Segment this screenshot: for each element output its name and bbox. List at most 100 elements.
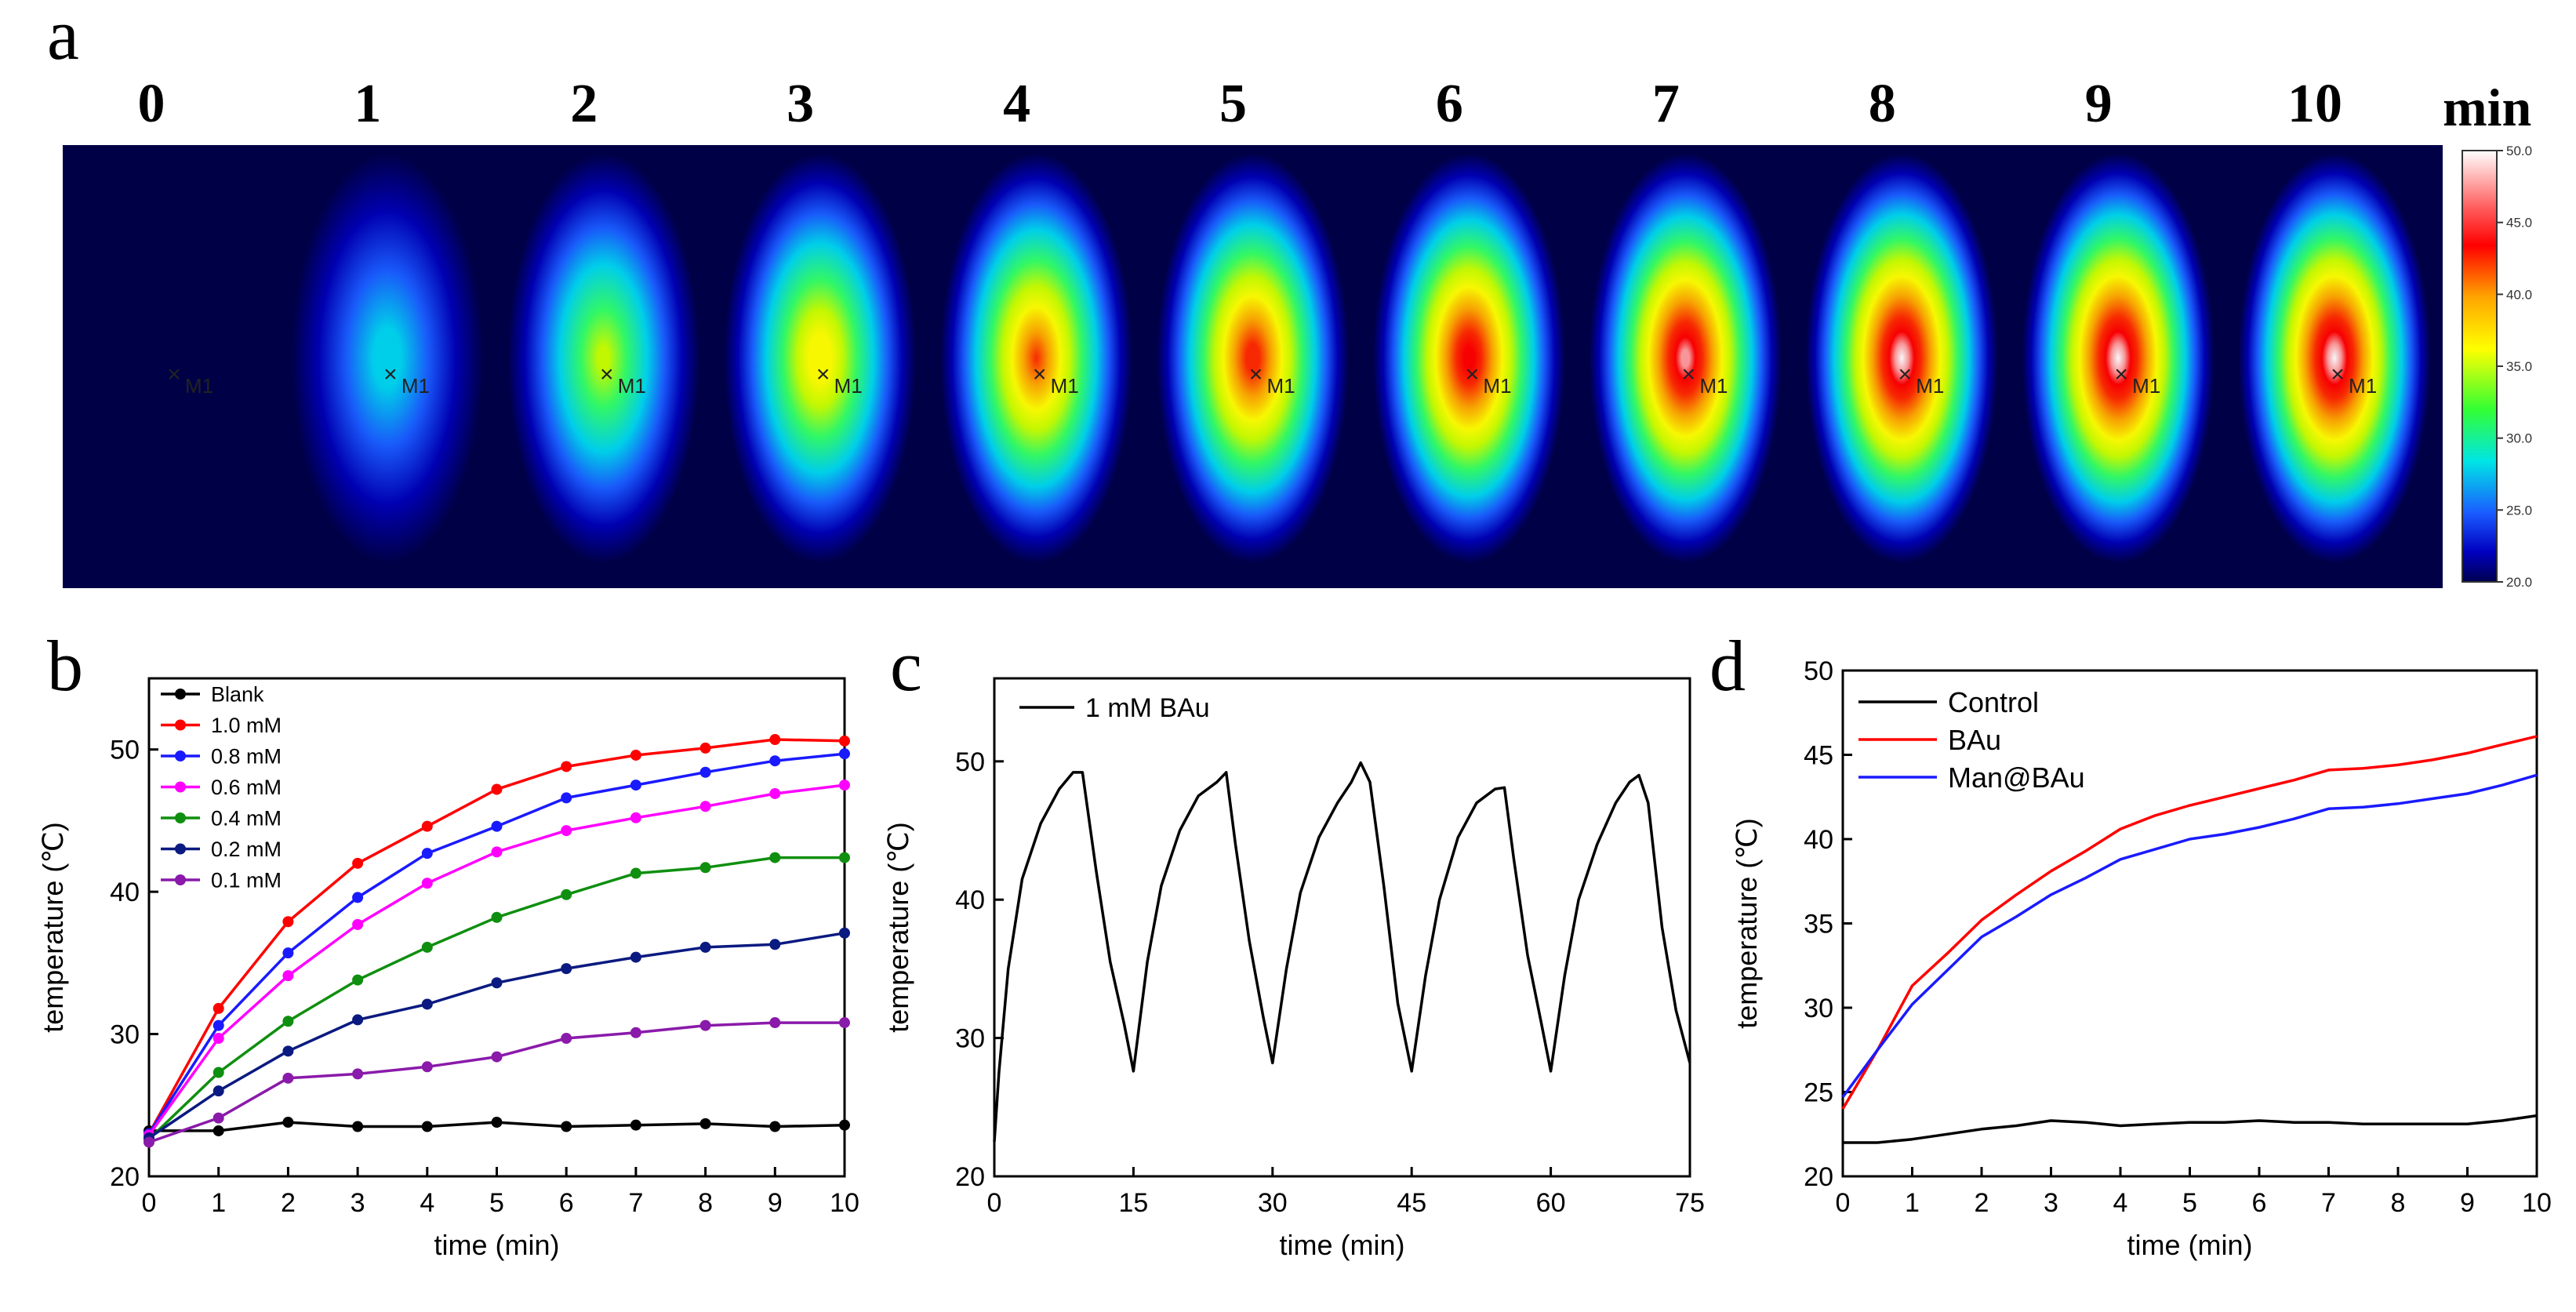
- data-point: [630, 867, 641, 879]
- series-line-1: [1841, 735, 2538, 1110]
- data-point: [769, 734, 781, 746]
- x-tick-label: 1: [211, 1188, 226, 1218]
- marker-label-3: M1: [834, 374, 863, 398]
- colorbar-tick-label-3: 35.0: [2506, 359, 2532, 374]
- thermal-vial-8: [1802, 154, 2002, 579]
- x-tick-label: 15: [1118, 1188, 1148, 1218]
- data-point: [699, 766, 711, 778]
- data-point: [769, 787, 781, 799]
- x-tick-label: 0: [987, 1188, 1002, 1218]
- data-point: [491, 846, 503, 858]
- y-axis-label: temperature (℃): [882, 822, 914, 1033]
- data-point: [491, 977, 503, 989]
- thermal-vial-1: [287, 154, 487, 579]
- data-point: [352, 857, 364, 869]
- data-point: [213, 1067, 224, 1078]
- thermal-vial-4: [936, 154, 1136, 579]
- x-tick-label: 9: [768, 1188, 783, 1218]
- data-point: [213, 1033, 224, 1045]
- data-point: [213, 1125, 224, 1136]
- data-point: [699, 941, 711, 953]
- data-point: [699, 1118, 711, 1129]
- marker-x-2: ×: [600, 362, 614, 387]
- time-label-9: 9: [2085, 74, 2113, 134]
- y-tick-label: 25: [1804, 1078, 1833, 1108]
- thermal-vial-5: [1153, 154, 1353, 579]
- data-point: [769, 755, 781, 767]
- panel-letter-c: c: [890, 626, 922, 706]
- marker-x-9: ×: [2114, 362, 2128, 387]
- data-point: [630, 749, 641, 761]
- data-point: [282, 1016, 294, 1027]
- marker-x-3: ×: [816, 362, 830, 387]
- legend-label-0: Control: [1948, 686, 2039, 718]
- data-point: [352, 974, 364, 986]
- legend-marker-3: [175, 781, 186, 793]
- time-unit-label: min: [2443, 78, 2531, 137]
- data-point: [839, 1017, 850, 1029]
- x-tick-label: 3: [2044, 1188, 2058, 1218]
- marker-label-5: M1: [1267, 374, 1295, 398]
- x-tick-label: 1: [1905, 1188, 1920, 1218]
- data-point: [699, 742, 711, 754]
- time-label-10: 10: [2287, 74, 2342, 134]
- series-line-2: [1841, 773, 2538, 1099]
- colorbar-tick-label-1: 45.0: [2506, 216, 2532, 231]
- time-label-5: 5: [1219, 74, 1247, 134]
- x-tick-label: 0: [142, 1188, 157, 1218]
- legend-label-1: 1.0 mM: [211, 714, 282, 737]
- data-point: [421, 998, 433, 1010]
- thermal-cells: × M1 × M1 × M1 × M1 × M1 × M1 × M1 × M1 × M1 × M1 × M1: [71, 154, 2434, 579]
- colorbar-tick-label-5: 25.0: [2506, 503, 2532, 518]
- marker-label-8: M1: [1916, 374, 1944, 398]
- x-axis-label: time (min): [2127, 1229, 2253, 1261]
- marker-x-10: ×: [2331, 362, 2345, 387]
- series-line-0: [993, 761, 1691, 1143]
- time-label-8: 8: [1869, 74, 1896, 134]
- data-point: [421, 878, 433, 889]
- data-point: [561, 825, 572, 837]
- data-point: [561, 761, 572, 772]
- legend-label-0: Blank: [211, 683, 264, 707]
- marker-label-2: M1: [618, 374, 646, 398]
- data-point: [352, 1014, 364, 1026]
- x-tick-label: 2: [281, 1188, 296, 1218]
- marker-x-5: ×: [1249, 362, 1263, 387]
- data-point: [561, 889, 572, 900]
- x-tick-label: 10: [2522, 1188, 2552, 1218]
- thermal-vial-3: [720, 154, 920, 579]
- marker-label-0: M1: [185, 374, 213, 398]
- x-axis-label: time (min): [434, 1229, 560, 1261]
- colorbar-ticks: 50.0 45.0 40.0 35.0 30.0 25.0 20.0: [2497, 144, 2532, 590]
- y-tick-label: 40: [1804, 825, 1833, 855]
- x-tick-label: 0: [1836, 1188, 1851, 1218]
- data-point: [421, 1061, 433, 1073]
- legend-label-1: BAu: [1948, 724, 2001, 756]
- data-point: [213, 1002, 224, 1014]
- y-tick-label: 40: [110, 878, 140, 907]
- y-axis-label: temperature (℃): [1731, 818, 1763, 1029]
- thermal-vial-2: [503, 154, 703, 579]
- x-tick-label: 2: [1975, 1188, 1989, 1218]
- y-tick-label: 20: [1804, 1162, 1833, 1192]
- data-point: [630, 1119, 641, 1131]
- data-point: [699, 801, 711, 812]
- data-point: [699, 1019, 711, 1031]
- time-label-2: 2: [570, 74, 598, 134]
- x-tick-label: 7: [628, 1188, 643, 1218]
- time-label-6: 6: [1436, 74, 1463, 134]
- legend-label-4: 0.4 mM: [211, 807, 282, 830]
- data-point: [282, 916, 294, 928]
- y-tick-label: 45: [1804, 741, 1833, 771]
- data-point: [699, 862, 711, 874]
- legend-label-3: 0.6 mM: [211, 776, 282, 799]
- data-point: [491, 1051, 503, 1063]
- data-point: [839, 735, 850, 747]
- data-point: [769, 1017, 781, 1029]
- x-axis-label: time (min): [1280, 1229, 1405, 1261]
- data-point: [421, 848, 433, 860]
- legend-marker-2: [175, 750, 186, 761]
- x-tick-label: 4: [420, 1188, 434, 1218]
- chart-c: 0 15 30 45 60 75 20 30 40 50 time (min) temperature…: [882, 677, 1705, 1261]
